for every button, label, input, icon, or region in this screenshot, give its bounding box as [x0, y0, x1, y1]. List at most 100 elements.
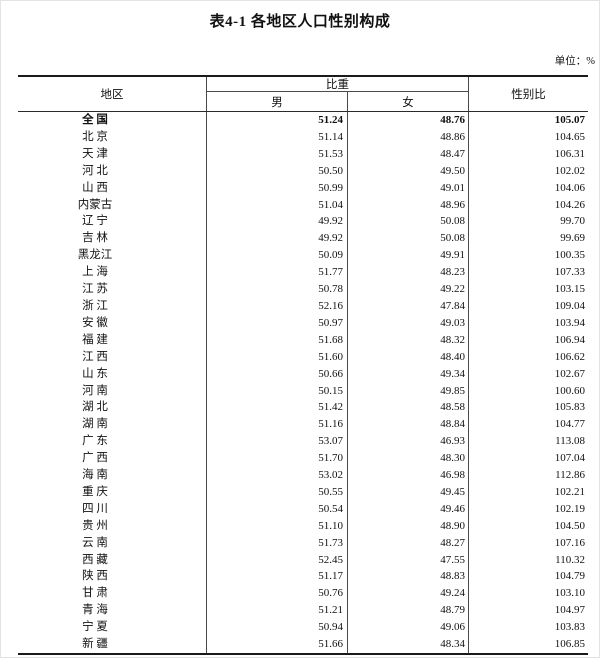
header-proportion: 比重	[207, 77, 468, 92]
table-row: 山 西 50.99 49.01 104.06	[18, 179, 588, 197]
region-cell: 广 东	[18, 433, 207, 451]
male-proportion-cell: 51.68	[207, 331, 348, 349]
female-proportion-cell: 48.34	[440, 638, 465, 651]
sex-ratio-cell: 100.60	[468, 382, 588, 400]
table-row: 上 海 51.77 48.23 107.33	[18, 264, 588, 282]
region-cell: 江 苏	[18, 281, 207, 298]
table-row: 陕 西 51.17 48.83 104.79	[18, 568, 588, 586]
female-proportion-cell: 46.98	[440, 469, 465, 482]
female-proportion-cell: 48.27	[440, 536, 465, 549]
sex-ratio-cell: 106.62	[468, 348, 588, 366]
male-proportion-cell: 49.92	[207, 230, 348, 248]
region-cell: 天 津	[18, 145, 207, 163]
region-cell: 黑龙江	[18, 247, 207, 265]
male-proportion-cell: 53.02	[207, 467, 348, 484]
table-row: 四 川 50.54 49.46 102.19	[18, 500, 588, 518]
table-row: 贵 州 51.10 48.90 104.50	[18, 517, 588, 535]
male-proportion-cell: 51.21	[207, 602, 348, 620]
region-cell: 广 西	[18, 450, 207, 468]
male-proportion-cell: 50.09	[207, 247, 348, 265]
male-proportion-cell: 51.73	[207, 534, 348, 552]
sex-ratio-cell: 105.07	[468, 112, 588, 129]
page-title: 表4-1 各地区人口性别构成	[209, 14, 391, 30]
female-proportion-cell: 49.24	[440, 587, 465, 600]
table-row: 吉 林 49.92 50.08 99.69	[18, 230, 588, 248]
sex-ratio-cell: 103.83	[468, 619, 588, 637]
region-cell: 山 东	[18, 365, 207, 383]
region-cell: 辽 宁	[18, 213, 207, 231]
male-proportion-cell: 52.16	[207, 297, 348, 315]
female-proportion-cell: 49.91	[440, 249, 465, 262]
female-proportion-cell: 49.06	[440, 621, 465, 634]
sex-ratio-cell: 107.04	[468, 450, 588, 468]
table-row: 云 南 51.73 48.27 107.16	[18, 534, 588, 552]
table-row: 河 南 50.15 49.85 100.60	[18, 382, 588, 400]
female-proportion-cell: 47.84	[440, 299, 465, 312]
female-proportion-cell: 48.40	[440, 350, 465, 363]
table-row: 湖 北 51.42 48.58 105.83	[18, 399, 588, 417]
region-cell: 青 海	[18, 602, 207, 620]
male-proportion-cell: 50.97	[207, 314, 348, 332]
female-proportion-cell: 48.86	[440, 130, 465, 143]
sex-ratio-cell: 110.32	[468, 551, 588, 569]
female-proportion-cell: 48.84	[440, 418, 465, 431]
region-cell: 甘 肃	[18, 585, 207, 603]
male-proportion-cell: 51.42	[207, 399, 348, 417]
male-proportion-cell: 49.92	[207, 213, 348, 231]
male-proportion-cell: 51.77	[207, 264, 348, 282]
table-row: 浙 江 52.16 47.84 109.04	[18, 297, 588, 315]
male-proportion-cell: 51.16	[207, 416, 348, 434]
sex-ratio-cell: 102.21	[468, 483, 588, 501]
region-cell: 湖 南	[18, 416, 207, 434]
region-cell: 吉 林	[18, 230, 207, 248]
female-proportion-cell: 47.55	[440, 553, 465, 566]
female-proportion-cell: 48.23	[440, 266, 465, 279]
table-row: 河 北 50.50 49.50 102.02	[18, 162, 588, 180]
table-row: 福 建 51.68 48.32 106.94	[18, 331, 588, 349]
region-cell: 贵 州	[18, 517, 207, 535]
region-cell: 新 疆	[18, 636, 207, 653]
table-row: 内蒙古 51.04 48.96 104.26	[18, 196, 588, 214]
region-cell: 西 藏	[18, 551, 207, 569]
male-proportion-cell: 50.76	[207, 585, 348, 603]
female-proportion-cell: 49.34	[440, 367, 465, 380]
region-cell: 上 海	[18, 264, 207, 282]
header-male: 男	[207, 92, 348, 111]
male-proportion-cell: 51.66	[207, 636, 348, 653]
sex-ratio-cell: 104.65	[468, 128, 588, 146]
male-proportion-cell: 50.15	[207, 382, 348, 400]
table-row: 重 庆 50.55 49.45 102.21	[18, 483, 588, 501]
male-proportion-cell: 50.50	[207, 162, 348, 180]
sex-ratio-cell: 107.16	[468, 534, 588, 552]
sex-ratio-cell: 102.67	[468, 365, 588, 383]
table-body: 全 国 51.24 48.76 105.07 北 京 51.14 48.86 1…	[18, 112, 588, 655]
sex-ratio-cell: 104.79	[468, 568, 588, 586]
region-cell: 北 京	[18, 128, 207, 146]
female-proportion-cell: 48.30	[440, 452, 465, 465]
female-proportion-cell: 49.46	[440, 502, 465, 515]
table-row: 安 徽 50.97 49.03 103.94	[18, 314, 588, 332]
sex-ratio-cell: 104.06	[468, 179, 588, 197]
region-cell: 河 北	[18, 162, 207, 180]
sex-ratio-cell: 109.04	[468, 297, 588, 315]
region-cell: 江 西	[18, 348, 207, 366]
table-row: 新 疆 51.66 48.34 106.85	[18, 636, 588, 653]
region-cell: 陕 西	[18, 568, 207, 586]
sex-ratio-cell: 112.86	[468, 467, 588, 484]
sex-ratio-cell: 106.85	[468, 636, 588, 653]
table-row: 广 东 53.07 46.93 113.08	[18, 433, 588, 451]
sex-composition-table: 地区 比重 男 女 性别比 全 国 51.24 48.76 105.07 北 京…	[18, 75, 588, 655]
male-proportion-cell: 50.78	[207, 281, 348, 298]
male-proportion-cell: 51.14	[207, 128, 348, 146]
female-proportion-cell: 48.47	[440, 147, 465, 160]
female-proportion-cell: 48.96	[440, 198, 465, 211]
female-proportion-cell: 49.45	[440, 485, 465, 498]
region-cell: 四 川	[18, 500, 207, 518]
male-proportion-cell: 51.17	[207, 568, 348, 586]
male-proportion-cell: 50.99	[207, 179, 348, 197]
male-proportion-cell: 51.70	[207, 450, 348, 468]
sex-ratio-cell: 107.33	[468, 264, 588, 282]
male-proportion-cell: 51.24	[207, 112, 348, 129]
male-proportion-cell: 50.55	[207, 483, 348, 501]
female-proportion-cell: 48.90	[440, 519, 465, 532]
